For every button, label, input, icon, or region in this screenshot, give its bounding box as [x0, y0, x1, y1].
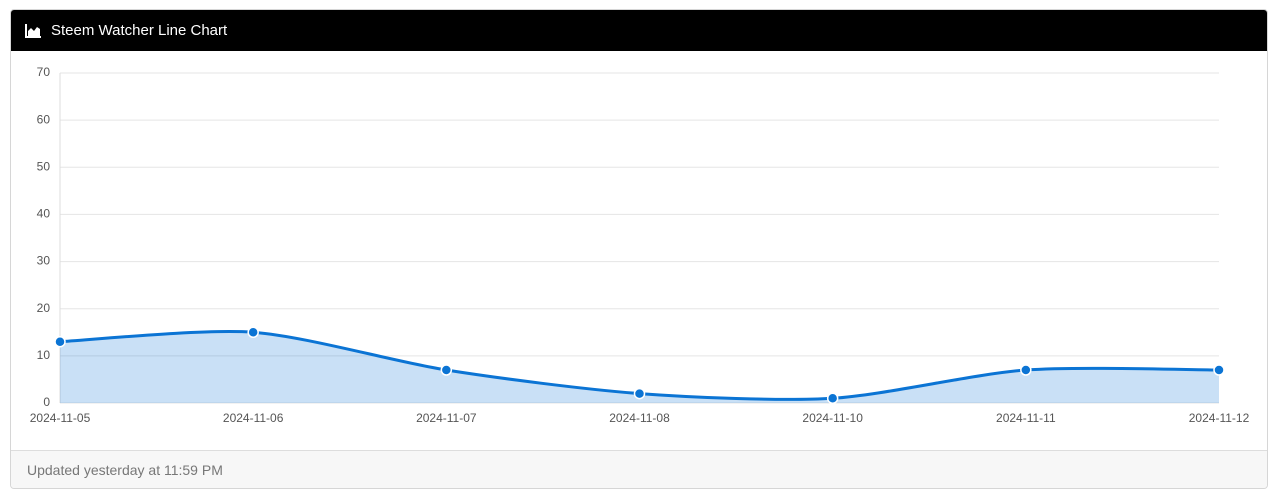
x-tick-label: 2024-11-07: [416, 411, 477, 425]
x-tick-label: 2024-11-10: [802, 411, 863, 425]
chart-icon: [25, 23, 41, 38]
chart-title: Steem Watcher Line Chart: [51, 22, 228, 39]
point: [440, 364, 453, 376]
point: [1020, 364, 1032, 376]
point: [54, 335, 66, 348]
y-tick-label: 30: [37, 254, 51, 268]
y-tick-label: 40: [37, 207, 51, 221]
y-tick-label: 20: [37, 301, 51, 315]
chart: 0 10 20 30 40 50 60 70 2024-11-05 2024-11-06 2024-…: [30, 65, 1250, 425]
y-tick-label: 60: [37, 112, 51, 126]
y-tick-label: 50: [37, 159, 51, 173]
x-tick-label: 2024-11-06: [223, 411, 284, 425]
x-tick-label: 2024-11-08: [609, 411, 670, 425]
point: [247, 326, 259, 339]
point: [633, 387, 646, 400]
x-tick-label: 2024-11-12: [1189, 411, 1250, 425]
card-header: Steem Watcher Line Chart: [11, 10, 1267, 51]
y-tick-label: 0: [43, 395, 50, 409]
card: Steem Watcher Line Chart Updated yesterd…: [10, 9, 1268, 489]
point: [826, 392, 839, 405]
x-tick-label: 2024-11-05: [30, 411, 91, 425]
point: [1213, 364, 1225, 376]
y-tick-label: 10: [37, 348, 51, 362]
card-footer: Updated yesterday at 11:59 PM: [11, 450, 1267, 488]
x-tick-label: 2024-11-11: [996, 411, 1056, 425]
y-tick-label: 70: [37, 65, 51, 79]
